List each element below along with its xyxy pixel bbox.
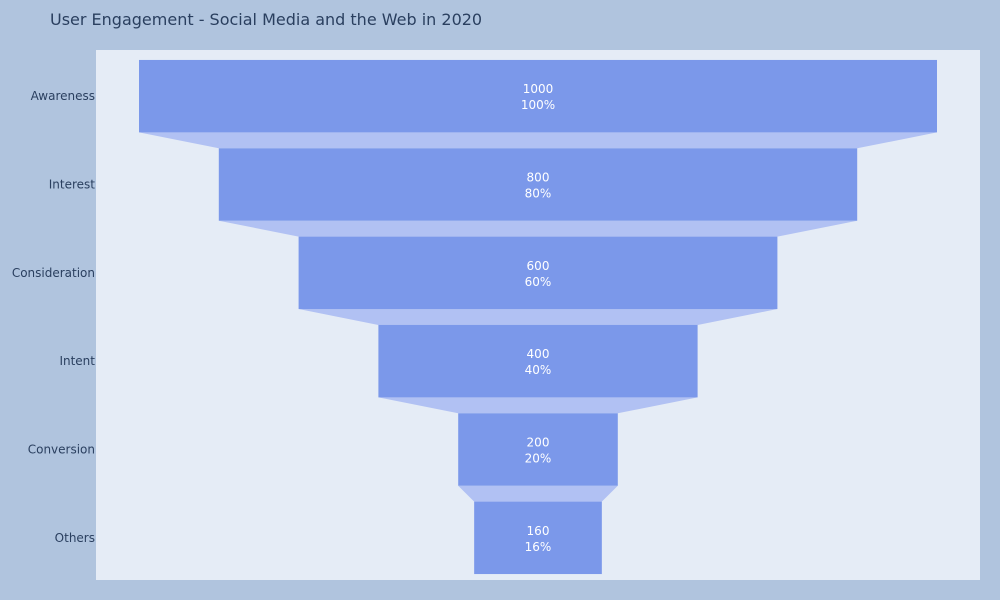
- funnel-bar-others: [474, 501, 602, 575]
- funnel-bar-consideration: [298, 236, 778, 310]
- category-label: Conversion: [28, 443, 95, 457]
- category-label: Interest: [49, 178, 96, 192]
- category-label: Intent: [59, 354, 95, 368]
- value-label: 800: [527, 171, 550, 185]
- funnel-connectors: [139, 132, 937, 502]
- percent-label: 100%: [521, 98, 555, 112]
- funnel-connector: [298, 309, 778, 325]
- category-label: Consideration: [12, 266, 95, 280]
- value-label: 200: [527, 436, 550, 450]
- funnel-bar-awareness: [139, 59, 937, 133]
- category-label: Others: [55, 531, 95, 545]
- percent-label: 40%: [525, 363, 552, 377]
- value-label: 600: [527, 259, 550, 273]
- percent-label: 16%: [525, 540, 552, 554]
- category-label: Awareness: [31, 89, 95, 103]
- value-label: 400: [527, 347, 550, 361]
- funnel-bar-intent: [378, 324, 698, 398]
- funnel-connector: [378, 397, 698, 414]
- percent-label: 80%: [525, 187, 552, 201]
- value-label: 160: [527, 524, 550, 538]
- percent-label: 20%: [525, 452, 552, 466]
- funnel-bar-conversion: [458, 413, 618, 486]
- funnel-connector: [458, 485, 618, 502]
- category-axis: Awareness Interest Consideration Intent Conv…: [12, 89, 95, 545]
- funnel-bars: [139, 59, 937, 575]
- funnel-connector: [139, 132, 937, 149]
- funnel-labels: 1000 100% 800 80% 600 60% 400 40% 200 20% 160 16%: [521, 82, 555, 554]
- chart-title: User Engagement - Social Media and the W…: [50, 10, 482, 29]
- funnel-bar-interest: [218, 148, 858, 221]
- percent-label: 60%: [525, 275, 552, 289]
- value-label: 1000: [523, 82, 554, 96]
- funnel-connector: [218, 220, 858, 237]
